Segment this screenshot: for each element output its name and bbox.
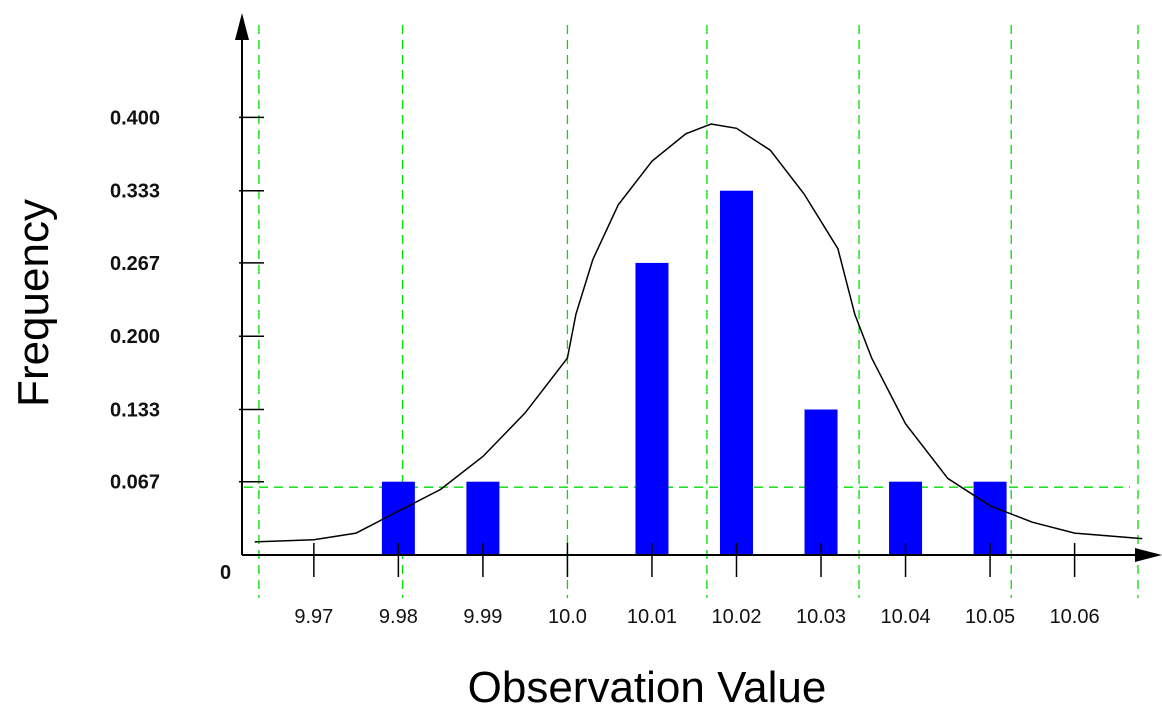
x-tick-label: 10.05 [965,606,1015,628]
bar [381,481,415,555]
y-tick-label: 0.267 [110,253,160,275]
x-tick-label: 10.0 [548,606,587,628]
x-tick-label: 9.99 [463,606,502,628]
x-tick-label: 10.02 [711,606,761,628]
bar [719,190,753,555]
axes [235,13,1162,562]
x-tick-label: 10.04 [881,606,931,628]
y-tick-label: 0.400 [110,107,160,129]
x-axis-arrow-icon [1135,548,1162,562]
bar [973,481,1007,555]
x-tick-label: 9.98 [379,606,418,628]
y-tick-label: 0.333 [110,181,160,203]
bars [381,190,1007,555]
x-ticks: 9.97 9.98 9.99 10.0 10.01 10.02 10.03 10.04 10.0… [294,543,1100,628]
y-axis-title: Frequency [9,199,58,407]
bar [635,262,669,555]
x-axis-title: Observation Value [468,663,827,712]
x-tick-label: 10.01 [627,606,677,628]
bar [889,481,923,555]
bar [466,481,500,555]
distribution-curve [254,123,1143,543]
bar [804,409,838,555]
x-tick-label: 9.97 [294,606,333,628]
y-tick-label: 0 [220,562,231,584]
x-tick-label: 10.03 [796,606,846,628]
y-tick-label: 0.200 [110,326,160,348]
y-tick-label: 0.133 [110,399,160,421]
y-ticks: 0 0.067 0.133 0.200 0.267 0.333 0.400 [110,107,264,584]
x-tick-label: 10.06 [1050,606,1100,628]
y-tick-label: 0.067 [110,472,160,494]
y-axis-arrow-icon [235,13,249,40]
